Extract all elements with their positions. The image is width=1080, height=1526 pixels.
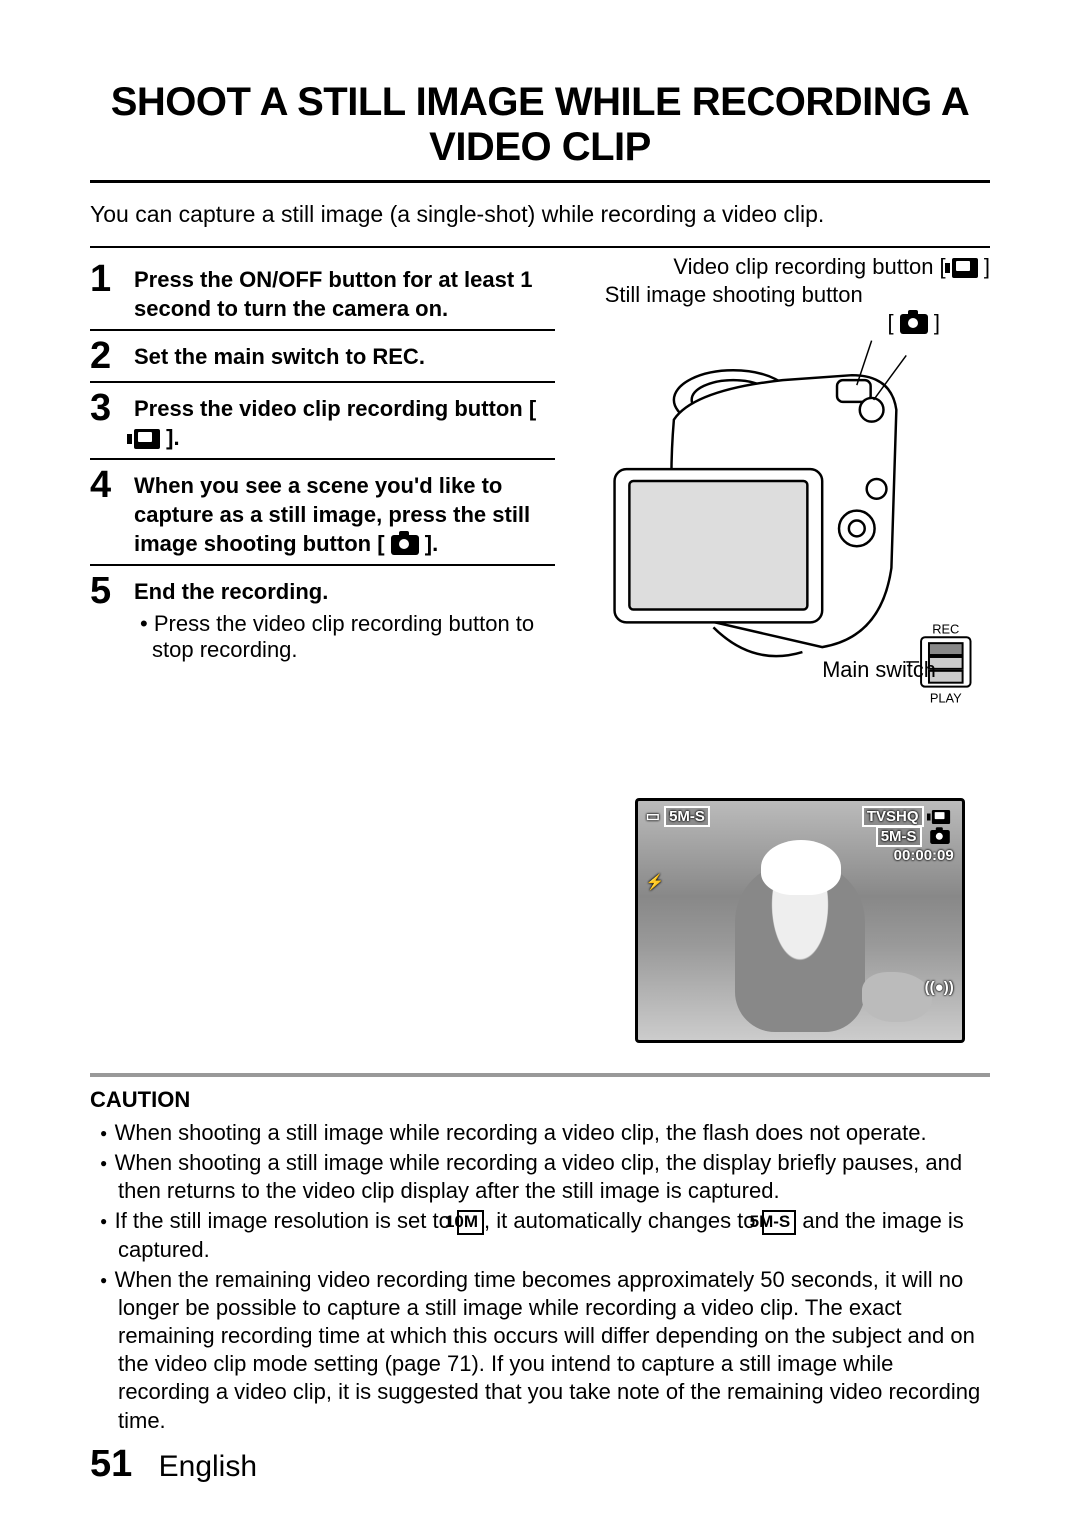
diagram-column: Video clip recording button [ ] Still im… — [575, 254, 990, 1043]
video-icon — [952, 258, 978, 278]
video-btn-label: Video clip recording button [ — [673, 254, 951, 279]
camera-icon — [930, 830, 950, 844]
play-label: PLAY — [930, 690, 962, 705]
step3-post: ]. — [160, 425, 180, 450]
caution-item: When shooting a still image while record… — [118, 1149, 990, 1205]
osd-card-icon: ▭ — [646, 808, 660, 825]
res-5ms-badge: 5M-S — [762, 1210, 797, 1234]
step-head: Press the ON/OFF button for at least 1 s… — [134, 266, 555, 323]
step-head: When you see a scene you'd like to captu… — [134, 472, 555, 558]
step-4: 4 When you see a scene you'd like to cap… — [90, 460, 555, 566]
osd-tvshq: TVSHQ — [862, 806, 924, 827]
step-number: 1 — [90, 260, 120, 298]
step-number: 3 — [90, 389, 120, 427]
caution-c-mid: , it automatically changes to — [484, 1208, 762, 1233]
step-2: 2 Set the main switch to REC. — [90, 331, 555, 383]
camera-icon — [900, 314, 928, 334]
bracket-r: ] — [928, 310, 940, 335]
rec-indicator-icon: ((●)) — [925, 979, 954, 996]
step-number: 5 — [90, 572, 120, 610]
step-head: End the recording. — [134, 578, 555, 607]
page-footer: 51 English — [90, 1443, 257, 1486]
steps-area: 1 Press the ON/OFF button for at least 1… — [90, 254, 990, 1043]
camera-icon — [391, 535, 419, 555]
caution-list: When shooting a still image while record… — [90, 1119, 990, 1435]
step-1: 1 Press the ON/OFF button for at least 1… — [90, 254, 555, 331]
flash-icon: ⚡ — [646, 873, 665, 891]
steps-column: 1 Press the ON/OFF button for at least 1… — [90, 254, 555, 1043]
main-switch-label: Main switch — [822, 657, 936, 682]
divider — [90, 246, 990, 248]
video-btn-label-post: ] — [978, 254, 990, 279]
lcd-preview: ▭ 5M-S TVSHQ 5M-S 00:00:09 ⚡ ((●)) — [635, 798, 965, 1043]
res-10m-badge: 10M — [457, 1210, 484, 1234]
caution-item: If the still image resolution is set to … — [118, 1207, 990, 1263]
step-head: Set the main switch to REC. — [134, 343, 555, 372]
step4-pre: When you see a scene you'd like to captu… — [134, 473, 530, 555]
caution-item: When the remaining video recording time … — [118, 1266, 990, 1435]
osd-5ms-b: 5M-S — [876, 826, 922, 847]
camera-diagram: REC PLAY Main switch — [575, 338, 990, 798]
caution-heading: CAUTION — [90, 1087, 990, 1113]
still-btn-label: Still image shooting button — [575, 282, 990, 308]
osd-timer: 00:00:09 — [894, 847, 954, 864]
footer-language: English — [159, 1450, 257, 1483]
step3-pre: Press the video clip recording button [ — [134, 396, 536, 421]
step-sub: Press the video clip recording button to… — [134, 611, 555, 663]
caution-divider — [90, 1073, 990, 1077]
step-5: 5 End the recording. Press the video cli… — [90, 566, 555, 669]
diagram-labels: Video clip recording button [ ] Still im… — [575, 254, 990, 336]
page-title: SHOOT A STILL IMAGE WHILE RECORDING A VI… — [90, 80, 990, 183]
bracket-l: [ — [888, 310, 900, 335]
step-head: Press the video clip recording button [ … — [134, 395, 555, 452]
page-number: 51 — [90, 1443, 132, 1485]
osd-mode-5ms: 5M-S — [664, 806, 710, 827]
step-number: 4 — [90, 466, 120, 504]
step4-post: ]. — [419, 531, 439, 556]
intro-text: You can capture a still image (a single-… — [90, 201, 990, 228]
caution-item: When shooting a still image while record… — [118, 1119, 990, 1147]
step-number: 2 — [90, 337, 120, 375]
step-3: 3 Press the video clip recording button … — [90, 383, 555, 460]
video-icon — [134, 429, 160, 449]
rec-label: REC — [932, 621, 959, 636]
caution-c-pre: If the still image resolution is set to — [115, 1208, 457, 1233]
video-icon — [932, 810, 950, 824]
